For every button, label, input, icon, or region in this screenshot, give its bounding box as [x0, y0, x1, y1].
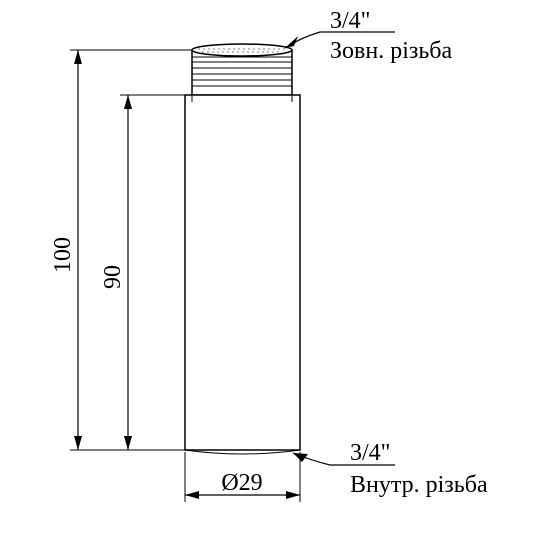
dimension-diameter: Ø29 — [185, 452, 300, 502]
dimension-height-100: 100 — [50, 50, 192, 450]
thread-type-bottom-label: Внутр. різьба — [350, 472, 488, 498]
thread-top — [192, 44, 292, 95]
body-cylinder — [185, 95, 300, 454]
technical-drawing: 100 90 Ø29 3/4" Зовн. різьба 3/4" — [0, 0, 545, 545]
thread-size-bottom-label: 3/4" — [350, 440, 390, 466]
thread-type-top-label: Зовн. різьба — [330, 38, 453, 64]
dim-diameter-label: Ø29 — [221, 470, 262, 496]
dimension-height-90: 90 — [100, 95, 185, 450]
leader-top-thread: 3/4" Зовн. різьба — [285, 8, 453, 64]
dim-100-label: 100 — [50, 237, 76, 273]
dim-90-label: 90 — [100, 265, 126, 289]
leader-bottom-thread: 3/4" Внутр. різьба — [293, 440, 488, 498]
thread-size-top-label: 3/4" — [330, 8, 370, 34]
